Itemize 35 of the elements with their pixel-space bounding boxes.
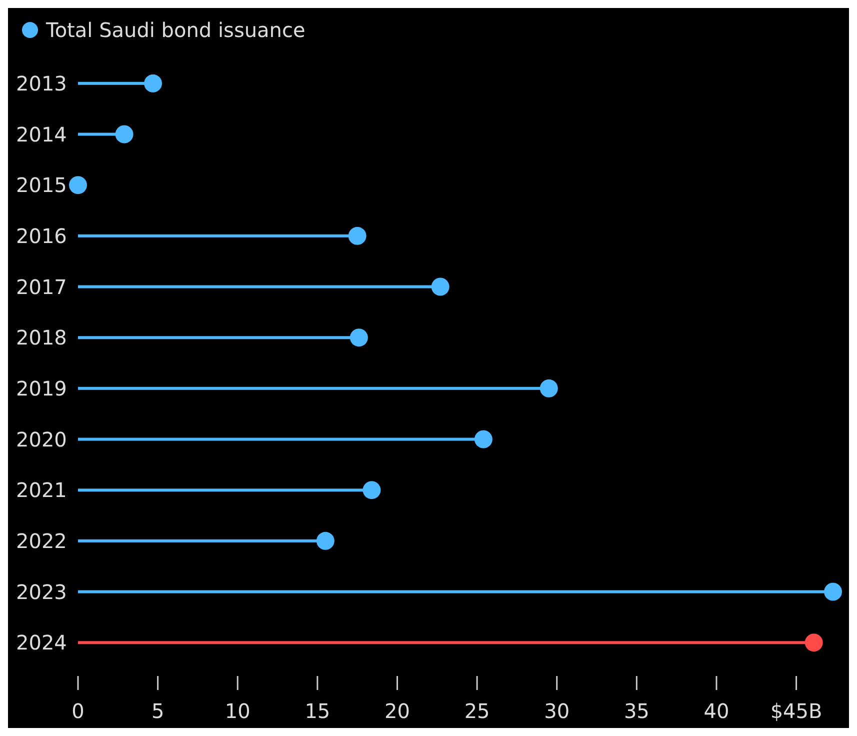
point [350, 328, 368, 347]
y-tick-label: 2015 [16, 173, 67, 198]
point [316, 532, 334, 550]
point [474, 430, 492, 448]
point [348, 226, 366, 245]
y-tick-label: 2018 [16, 326, 67, 350]
x-tick-label: 40 [704, 699, 730, 723]
point [824, 582, 842, 601]
x-tick-label: 5 [151, 699, 164, 723]
point [431, 278, 450, 296]
x-tick-label: 15 [304, 699, 330, 723]
x-tick-label: 10 [224, 699, 250, 723]
point [362, 481, 381, 500]
y-tick-label: 2020 [16, 427, 67, 452]
x-tick-label: $45B [770, 699, 822, 723]
point [115, 125, 134, 144]
y-tick-label: 2019 [16, 376, 67, 400]
y-tick-label: 2017 [16, 274, 67, 299]
y-tick-label: 2014 [16, 122, 67, 146]
x-tick-label: 25 [464, 699, 490, 723]
point [804, 634, 823, 652]
y-tick-label: 2022 [16, 528, 67, 553]
point [540, 379, 558, 398]
x-tick-label: 35 [624, 699, 650, 723]
y-tick-label: 2013 [16, 71, 67, 96]
point [69, 176, 87, 194]
y-tick-label: 2024 [16, 630, 67, 655]
x-tick-label: 20 [384, 699, 410, 723]
legend-label: Total Saudi bond issuance [45, 18, 306, 42]
y-tick-label: 2023 [16, 580, 67, 604]
point [144, 74, 162, 92]
y-tick-label: 2016 [16, 224, 67, 248]
x-tick-label: 30 [544, 699, 570, 723]
y-tick-label: 2021 [16, 478, 67, 502]
x-tick-label: 0 [72, 699, 84, 723]
